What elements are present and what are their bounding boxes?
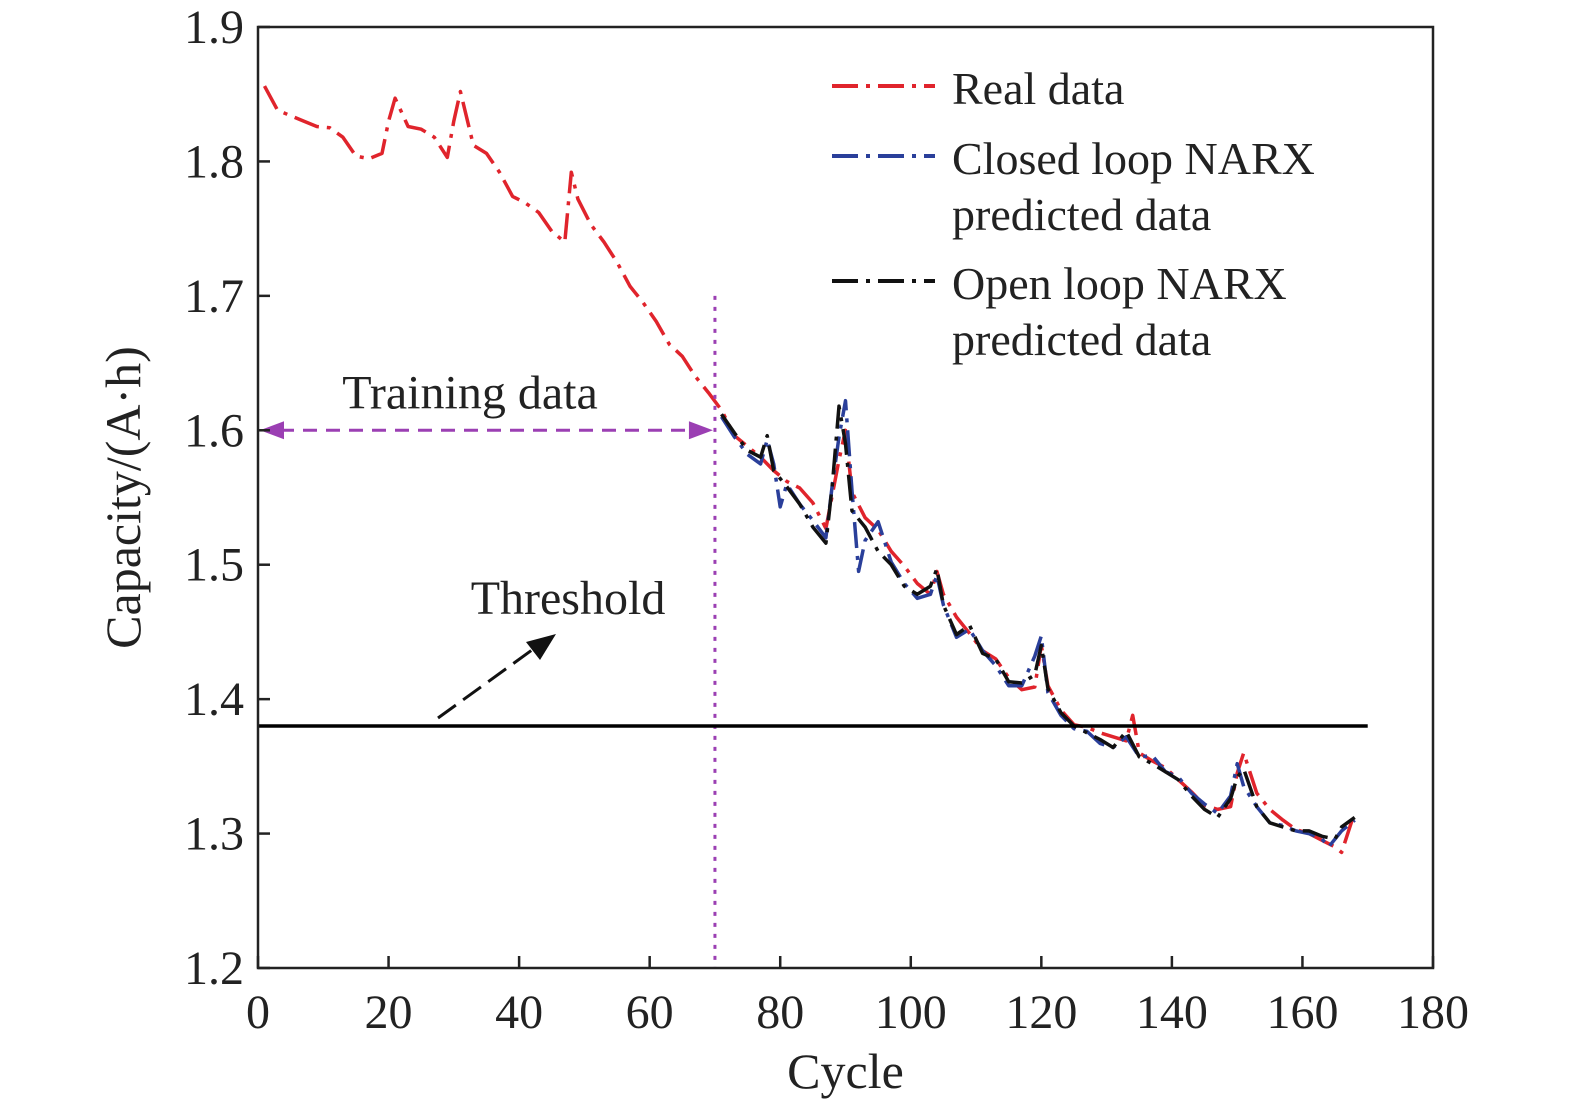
x-tick-label: 160 xyxy=(1266,986,1338,1039)
threshold-pointer-line xyxy=(437,648,533,720)
legend-label-open: Open loop NARX predicted data xyxy=(952,258,1287,365)
y-tick-label: 1.8 xyxy=(184,135,244,188)
x-tick-labels: 0 20 40 60 80 100 120 140 160 180 xyxy=(246,986,1469,1039)
x-axis-title: Cycle xyxy=(787,1043,904,1099)
threshold-pointer-arrowhead xyxy=(526,634,556,660)
plot-frame xyxy=(256,25,1435,970)
legend-label-real: Real data xyxy=(952,63,1124,114)
legend-label-closed: Closed loop NARX predicted data xyxy=(952,133,1315,240)
y-tick-label: 1.7 xyxy=(184,270,244,323)
y-tick-label: 1.6 xyxy=(184,404,244,457)
series-line-closed xyxy=(720,398,1356,849)
y-axis-title: Capacity/(A·h) xyxy=(95,346,151,649)
y-tick-label: 1.3 xyxy=(184,808,244,861)
series-line-open xyxy=(720,404,1356,841)
x-tick-label: 140 xyxy=(1136,986,1208,1039)
legend-entry-open: Open loop NARX predicted data xyxy=(832,258,1287,365)
training-arrowhead-right xyxy=(688,421,713,440)
x-tick-label: 20 xyxy=(365,986,413,1039)
training-data-label: Training data xyxy=(342,366,598,419)
legend-entry-closed: Closed loop NARX predicted data xyxy=(832,133,1315,240)
x-tick-label: 120 xyxy=(1005,986,1077,1039)
x-tick-label: 100 xyxy=(875,986,947,1039)
axis-ticks xyxy=(256,25,1435,970)
x-tick-label: 0 xyxy=(246,986,270,1039)
y-tick-labels: 1.2 1.3 1.4 1.5 1.6 1.7 1.8 1.9 xyxy=(184,1,244,995)
series-open xyxy=(720,404,1356,841)
x-tick-label: 40 xyxy=(495,986,543,1039)
training-arrowhead-left xyxy=(260,421,284,440)
x-tick-label: 180 xyxy=(1397,986,1469,1039)
y-tick-label: 1.4 xyxy=(184,673,244,726)
series-layer xyxy=(262,85,1357,855)
y-tick-label: 1.9 xyxy=(184,1,244,54)
threshold-label: Threshold xyxy=(471,572,666,625)
y-tick-label: 1.5 xyxy=(184,539,244,592)
legend-entry-real: Real data xyxy=(832,63,1124,114)
series-closed xyxy=(720,398,1356,849)
y-tick-label: 1.2 xyxy=(184,942,244,995)
x-tick-label: 80 xyxy=(756,986,804,1039)
x-tick-label: 60 xyxy=(626,986,674,1039)
legend: Real data Closed loop NARX predicted data O… xyxy=(832,63,1315,365)
annotation-layer xyxy=(258,295,1368,968)
